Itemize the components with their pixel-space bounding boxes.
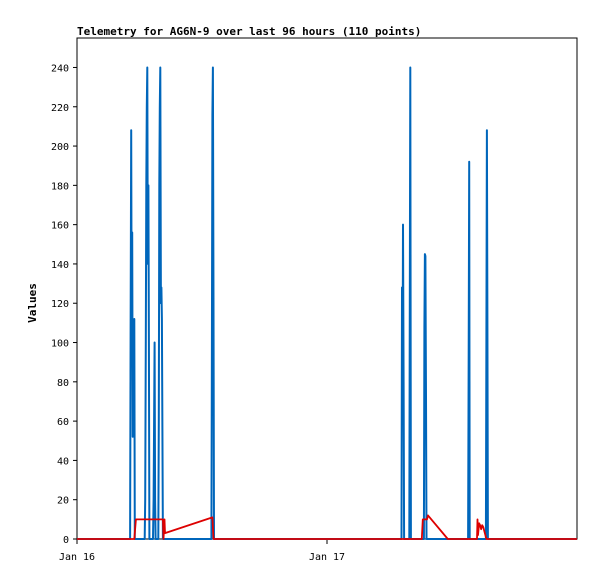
series-line-1 bbox=[77, 66, 577, 540]
y-axis-label: Values bbox=[26, 283, 39, 323]
y-tick-label: 140 bbox=[51, 260, 69, 271]
y-tick-label: 20 bbox=[57, 496, 69, 507]
y-tick-label: 100 bbox=[51, 339, 69, 350]
y-tick-label: 0 bbox=[63, 535, 69, 546]
x-tick-label: Jan 17 bbox=[309, 552, 345, 563]
y-tick-label: 60 bbox=[57, 417, 69, 428]
y-tick-label: 180 bbox=[51, 181, 69, 192]
series-line-2 bbox=[77, 514, 577, 540]
y-tick-label: 160 bbox=[51, 221, 69, 232]
plot-frame bbox=[76, 37, 578, 540]
y-axis: 0 20 40 60 80 100 120 140 160 180 200 220 240 bbox=[51, 63, 77, 546]
y-tick-label: 200 bbox=[51, 142, 69, 153]
plot-border bbox=[76, 37, 578, 540]
chart-title: Telemetry for AG6N-9 over last 96 hours … bbox=[77, 25, 421, 38]
x-tick-label: Jan 16 bbox=[59, 552, 95, 563]
x-axis: Jan 16 Jan 17 bbox=[59, 539, 345, 563]
y-tick-label: 240 bbox=[51, 63, 69, 74]
y-tick-label: 220 bbox=[51, 103, 69, 114]
y-tick-label: 120 bbox=[51, 299, 69, 310]
y-tick-label: 40 bbox=[57, 456, 69, 467]
series-group bbox=[77, 66, 577, 540]
y-tick-label: 80 bbox=[57, 378, 69, 389]
